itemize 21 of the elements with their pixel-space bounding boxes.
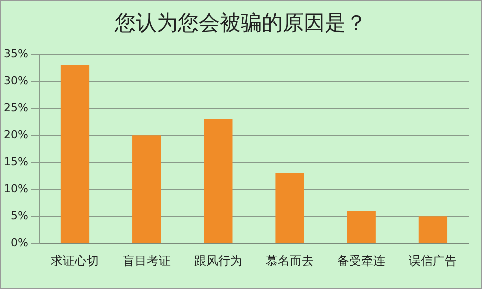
chart-title: 您认为您会被骗的原因是？ — [114, 10, 368, 37]
bar — [132, 136, 162, 244]
y-tick-label: 20% — [4, 128, 28, 142]
bar — [276, 173, 304, 244]
bar — [204, 119, 233, 244]
y-tick-label: 10% — [4, 182, 28, 196]
y-tick-label: 15% — [4, 155, 28, 168]
y-tick-label: 0% — [10, 236, 28, 250]
x-tick-label: 慕名而去 — [266, 254, 314, 268]
y-tick-label: 5% — [10, 209, 28, 222]
y-tick-label: 30% — [4, 74, 28, 88]
x-tick-label: 跟风行为 — [194, 254, 242, 268]
x-tick-label: 备受牵连 — [338, 254, 386, 268]
bar — [418, 216, 448, 244]
bar — [60, 65, 90, 244]
bar — [347, 211, 376, 244]
x-tick-label: 求证心切 — [51, 254, 100, 268]
x-tick-label: 误信广告 — [409, 254, 458, 268]
y-tick-label: 35% — [4, 47, 28, 60]
x-tick-label: 盲目考证 — [122, 254, 171, 268]
y-tick-label: 25% — [4, 101, 28, 114]
